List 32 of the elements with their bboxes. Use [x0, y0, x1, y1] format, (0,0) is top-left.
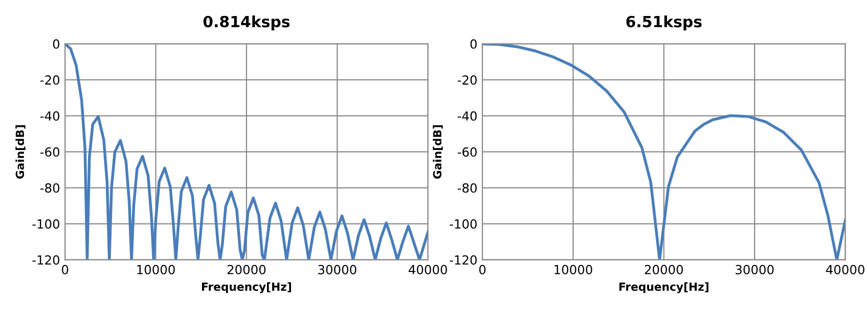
line-series: [482, 44, 846, 260]
y-axis-title: Gain[dB]: [432, 125, 443, 179]
y-axis-title: Gain[dB]: [15, 125, 26, 179]
y-tick-label: -80: [458, 183, 477, 193]
x-tick-label: 30000: [736, 264, 774, 274]
y-tick-label: -120: [450, 255, 477, 265]
chart-title: 0.814ksps: [203, 16, 290, 30]
x-tick-label: 40000: [408, 264, 448, 274]
y-tick-label: -120: [32, 255, 60, 265]
x-tick-label: 40000: [826, 264, 864, 274]
x-axis-title: Frequency[Hz]: [619, 282, 708, 294]
x-tick-label: 10000: [554, 264, 592, 274]
x-tick-label: 0: [479, 264, 486, 274]
y-tick-label: -100: [32, 219, 60, 229]
y-tick-label: -80: [40, 183, 60, 193]
y-tick-label: 0: [470, 39, 477, 49]
x-tick-label: 10000: [137, 264, 175, 274]
x-axis-title: Frequency[Hz]: [202, 282, 292, 294]
chart-title: 6.51ksps: [626, 16, 702, 30]
x-tick-label: 0: [62, 264, 68, 274]
y-tick-label: -20: [458, 75, 477, 85]
y-tick-label: -100: [450, 219, 477, 229]
x-tick-label: 30000: [318, 264, 356, 274]
y-tick-label: -60: [458, 147, 477, 157]
y-tick-label: 0: [53, 39, 60, 49]
y-tick-label: -40: [458, 111, 477, 121]
line-series: [65, 44, 428, 260]
x-tick-label: 20000: [644, 264, 683, 274]
x-tick-label: 20000: [228, 264, 266, 274]
y-tick-label: -60: [40, 147, 60, 157]
y-tick-label: -20: [40, 75, 60, 85]
y-tick-label: -40: [40, 111, 60, 121]
